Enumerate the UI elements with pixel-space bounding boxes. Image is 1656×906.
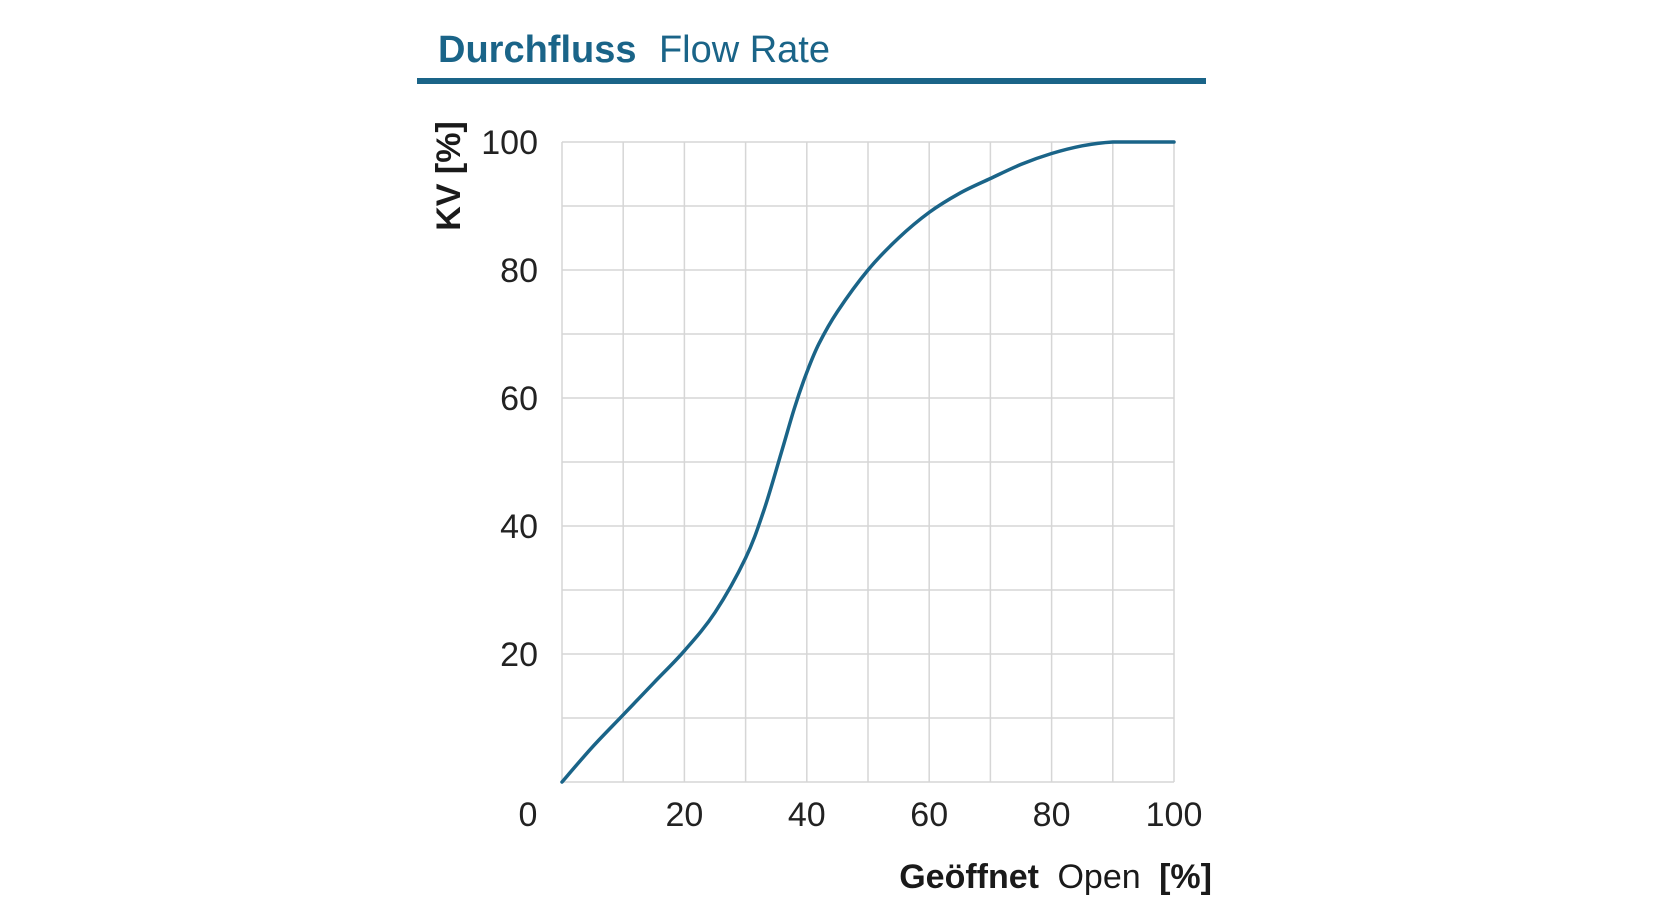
- y-tick-label: 80: [500, 252, 538, 290]
- kv-curve-line: [560, 140, 1176, 784]
- x-axis-label-en: Open: [1057, 858, 1140, 896]
- y-axis-label: KV [%]: [430, 121, 468, 231]
- x-axis-label-unit: [%]: [1159, 858, 1212, 896]
- y-tick-label: 60: [500, 380, 538, 418]
- chart-title: Durchfluss: [438, 29, 636, 71]
- chart-subtitle: Flow Rate: [659, 29, 830, 71]
- x-tick-label: 100: [1146, 796, 1203, 834]
- tick-labels: 0 20 40 60 80 100 20 40 60 80 100: [481, 124, 1202, 834]
- y-tick-label: 100: [481, 124, 538, 162]
- x-axis-label-group: Geöffnet Open [%]: [899, 858, 1212, 896]
- y-tick-label: 20: [500, 636, 538, 674]
- grid-lines: [561, 141, 1175, 783]
- x-tick-label: 0: [519, 796, 538, 834]
- x-tick-label: 40: [788, 796, 826, 834]
- series-layer: [560, 140, 1176, 784]
- x-tick-label: 20: [665, 796, 703, 834]
- x-tick-label: 60: [910, 796, 948, 834]
- y-tick-label: 40: [500, 508, 538, 546]
- x-axis-label-de: Geöffnet: [899, 858, 1039, 896]
- x-tick-label: 80: [1033, 796, 1071, 834]
- chart-title-group: Durchfluss Flow Rate: [438, 29, 830, 71]
- title-underline: [417, 78, 1206, 84]
